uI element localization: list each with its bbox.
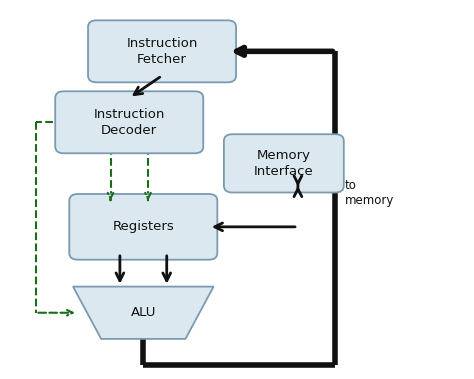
FancyBboxPatch shape	[55, 91, 203, 153]
FancyBboxPatch shape	[224, 134, 344, 193]
Text: Instruction
Decoder: Instruction Decoder	[93, 108, 165, 137]
Text: Instruction
Fetcher: Instruction Fetcher	[127, 37, 198, 66]
Text: ALU: ALU	[131, 306, 156, 319]
FancyBboxPatch shape	[88, 20, 236, 82]
Text: to
memory: to memory	[345, 179, 394, 207]
Polygon shape	[73, 287, 214, 339]
Text: Registers: Registers	[112, 220, 174, 233]
FancyBboxPatch shape	[69, 194, 217, 260]
Text: Memory
Interface: Memory Interface	[254, 149, 314, 178]
